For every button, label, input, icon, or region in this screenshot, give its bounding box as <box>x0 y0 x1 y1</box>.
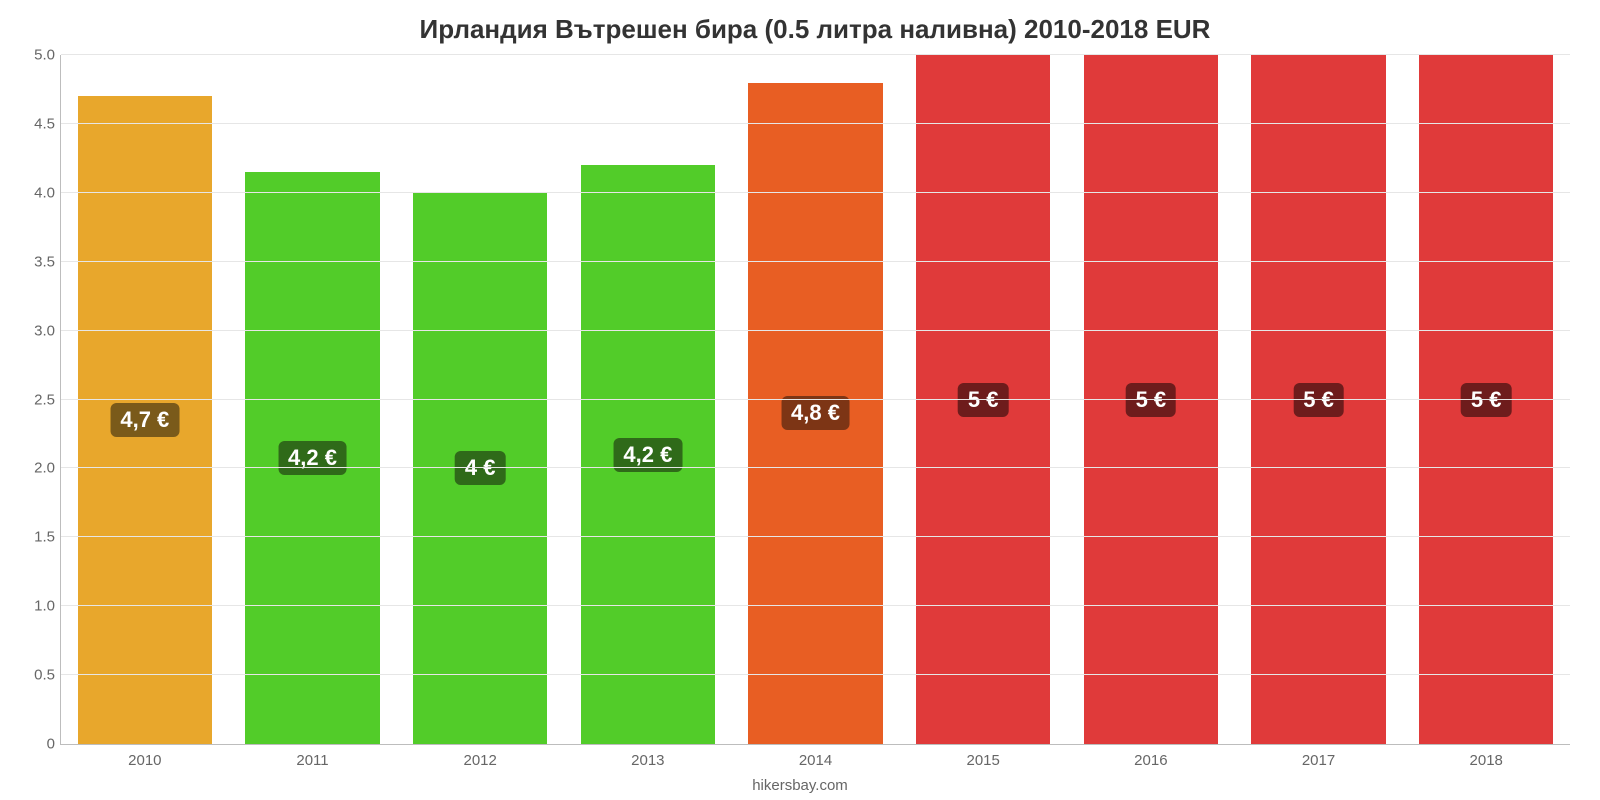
gridline <box>61 192 1570 193</box>
bar-value-label: 5 € <box>1126 383 1177 417</box>
y-axis-tick: 4.5 <box>17 115 55 132</box>
bar-slot: 5 €2016 <box>1067 55 1235 744</box>
bar-value-label: 4,7 € <box>110 403 179 437</box>
plot-area: 4,7 €20104,2 €20114 €20124,2 €20134,8 €2… <box>60 55 1570 745</box>
gridline <box>61 399 1570 400</box>
chart-container: Ирландия Вътрешен бира (0.5 литра наливн… <box>0 0 1600 800</box>
x-axis-tick: 2013 <box>631 752 664 769</box>
bar-slot: 5 €2017 <box>1235 55 1403 744</box>
y-axis-tick: 2.5 <box>17 391 55 408</box>
bar-slot: 5 €2015 <box>899 55 1067 744</box>
x-axis-tick: 2011 <box>296 752 328 769</box>
x-axis-tick: 2012 <box>463 752 496 769</box>
bar-slot: 4,8 €2014 <box>732 55 900 744</box>
y-axis-tick: 5.0 <box>17 47 55 64</box>
y-axis-tick: 0 <box>17 736 55 753</box>
gridline <box>61 54 1570 55</box>
bar-value-label: 5 € <box>958 383 1009 417</box>
bar-slot: 4,2 €2011 <box>229 55 397 744</box>
y-axis-tick: 3.5 <box>17 253 55 270</box>
gridline <box>61 261 1570 262</box>
chart-attribution: hikersbay.com <box>752 777 848 794</box>
bar-value-label: 5 € <box>1293 383 1344 417</box>
gridline <box>61 536 1570 537</box>
y-axis-tick: 4.0 <box>17 184 55 201</box>
y-axis-tick: 1.0 <box>17 598 55 615</box>
bar-slot: 5 €2018 <box>1402 55 1570 744</box>
y-axis-tick: 0.5 <box>17 667 55 684</box>
bars-layer: 4,7 €20104,2 €20114 €20124,2 €20134,8 €2… <box>61 55 1570 744</box>
chart-title: Ирландия Вътрешен бира (0.5 литра наливн… <box>60 14 1570 45</box>
bar-value-label: 4,2 € <box>278 441 347 475</box>
bar-slot: 4,7 €2010 <box>61 55 229 744</box>
gridline <box>61 467 1570 468</box>
gridline <box>61 674 1570 675</box>
y-axis-tick: 2.0 <box>17 460 55 477</box>
x-axis-tick: 2018 <box>1470 752 1503 769</box>
gridline <box>61 330 1570 331</box>
y-axis-tick: 1.5 <box>17 529 55 546</box>
x-axis-tick: 2017 <box>1302 752 1335 769</box>
bar-value-label: 4,8 € <box>781 396 850 430</box>
gridline <box>61 123 1570 124</box>
x-axis-tick: 2015 <box>967 752 1000 769</box>
y-axis-tick: 3.0 <box>17 322 55 339</box>
bar-value-label: 5 € <box>1461 383 1512 417</box>
x-axis-tick: 2016 <box>1134 752 1167 769</box>
x-axis-tick: 2010 <box>128 752 161 769</box>
bar-slot: 4,2 €2013 <box>564 55 732 744</box>
bar-slot: 4 €2012 <box>396 55 564 744</box>
gridline <box>61 605 1570 606</box>
bar-value-label: 4 € <box>455 451 506 485</box>
x-axis-tick: 2014 <box>799 752 832 769</box>
